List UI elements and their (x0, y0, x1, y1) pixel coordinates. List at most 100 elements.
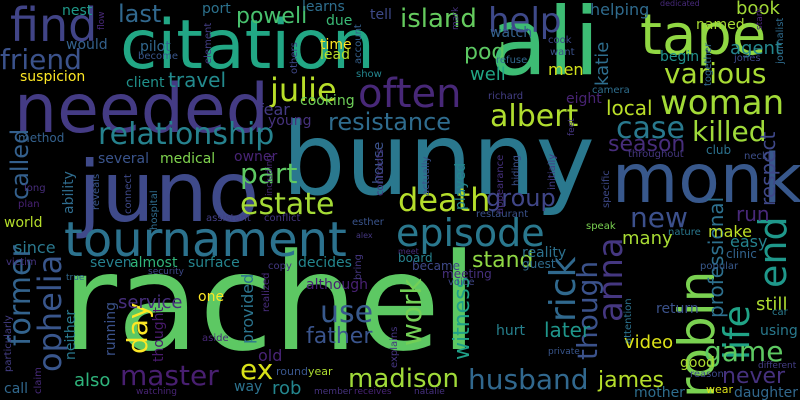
word-rachel: rachel (62, 225, 478, 381)
word-plan: plan (18, 199, 40, 210)
word-help: help (488, 1, 562, 41)
word-long: long (24, 183, 46, 194)
word-new: new (630, 201, 688, 234)
word-woman: woman (660, 83, 785, 123)
word-master: master (120, 359, 219, 392)
word-became: became (412, 259, 461, 273)
word-guest: guest (522, 257, 556, 271)
word-assistant: assistant (206, 213, 251, 224)
word-seven: seven (90, 255, 132, 271)
word-cooking: cooking (300, 93, 355, 109)
word-learns: learns (302, 0, 345, 15)
word-young: young (268, 113, 312, 129)
word-become: become (138, 51, 179, 62)
word-receives: receives (354, 387, 392, 397)
word-video: video (624, 332, 674, 353)
word-well: well (470, 64, 506, 85)
word-estate: estate (240, 187, 335, 222)
word-tape: tape (640, 3, 767, 68)
word-camera: camera (592, 85, 630, 96)
word-alex: alex (356, 231, 373, 240)
word-powell: powell (236, 4, 308, 29)
word-reality: reality (522, 245, 567, 261)
word-monk: monk (612, 140, 800, 219)
word-old: old (258, 346, 283, 365)
word-friend: friend (0, 43, 82, 76)
word-want: want (550, 47, 575, 58)
word-since: since (14, 238, 56, 257)
word-club: club (706, 143, 732, 157)
word-helping: helping (590, 0, 650, 19)
word-killed: killed (692, 115, 767, 148)
word-method: method (18, 131, 65, 145)
word-later: later (544, 318, 591, 342)
word-member: member (314, 387, 353, 397)
word-begin: begin (660, 49, 700, 65)
word-meeting: meeting (442, 267, 492, 281)
word-initially: initially (547, 153, 558, 190)
word-year: year (308, 365, 333, 378)
word-resistance: resistance (328, 108, 452, 136)
word-professional: professional (704, 196, 728, 318)
word-pilot: pilot (140, 39, 171, 55)
word-reveals: reveals (91, 173, 102, 210)
word-way: way (234, 379, 263, 395)
word-hurt: hurt (496, 323, 525, 339)
word-popular: popular (700, 261, 739, 272)
word-claim: claim (33, 367, 44, 394)
word-part: part (240, 157, 298, 190)
word-easy: easy (730, 232, 768, 251)
word-decides: decides (298, 255, 352, 271)
word-tournament: tournament (64, 212, 347, 268)
word-death: death (398, 181, 491, 219)
word-use: use (320, 295, 374, 330)
word-many: many (622, 228, 673, 249)
word-bring: bring (353, 254, 364, 280)
word-refuse: refuse (496, 55, 528, 66)
word-father: father (306, 324, 373, 349)
word-ophelia: ophelia (31, 254, 69, 372)
word-running: running (103, 301, 119, 356)
word-good: good (680, 355, 715, 371)
word-explains: explains (389, 326, 400, 368)
word-conflict: conflict (264, 213, 301, 224)
word-would: would (66, 37, 108, 53)
word-copy: copy (268, 261, 292, 272)
word-find: find (10, 0, 98, 52)
word-particularly: particularly (3, 315, 14, 372)
word-case: case (616, 111, 685, 146)
word-world: world (4, 215, 43, 231)
word-also: also (74, 370, 111, 391)
word-board: board (398, 251, 433, 265)
word-madison: madison (348, 364, 459, 394)
word-stand: stand (472, 248, 534, 273)
word-run: run (736, 202, 770, 226)
word-port: port (202, 1, 231, 17)
word-richard: richard (488, 91, 524, 102)
word-daughter: daughter (734, 385, 798, 400)
word-last: last (118, 0, 162, 28)
word-eight: eight (566, 91, 602, 107)
word-due: due (326, 13, 353, 29)
word-victim: victim (6, 257, 37, 268)
word-throughout: throughout (628, 149, 684, 160)
word-episode: episode (396, 211, 545, 255)
word-others: others (289, 42, 300, 74)
word-fear: fear (258, 100, 290, 119)
word-local: local (606, 96, 653, 120)
word-round: round (276, 365, 308, 378)
word-speak: speak (586, 221, 616, 232)
word-appearance: appearance (495, 154, 506, 214)
word-end: end (751, 216, 795, 288)
word-bunny: bunny (282, 101, 595, 218)
word-albert: albert (490, 99, 579, 134)
word-several: several (98, 151, 150, 167)
word-security: security (148, 267, 184, 277)
word-island: island (400, 4, 477, 34)
word-attention: attention (623, 298, 634, 344)
word-element: element (203, 22, 214, 64)
word-private: private (548, 347, 580, 357)
word-including: including (265, 155, 275, 196)
word-true: true (66, 273, 85, 283)
